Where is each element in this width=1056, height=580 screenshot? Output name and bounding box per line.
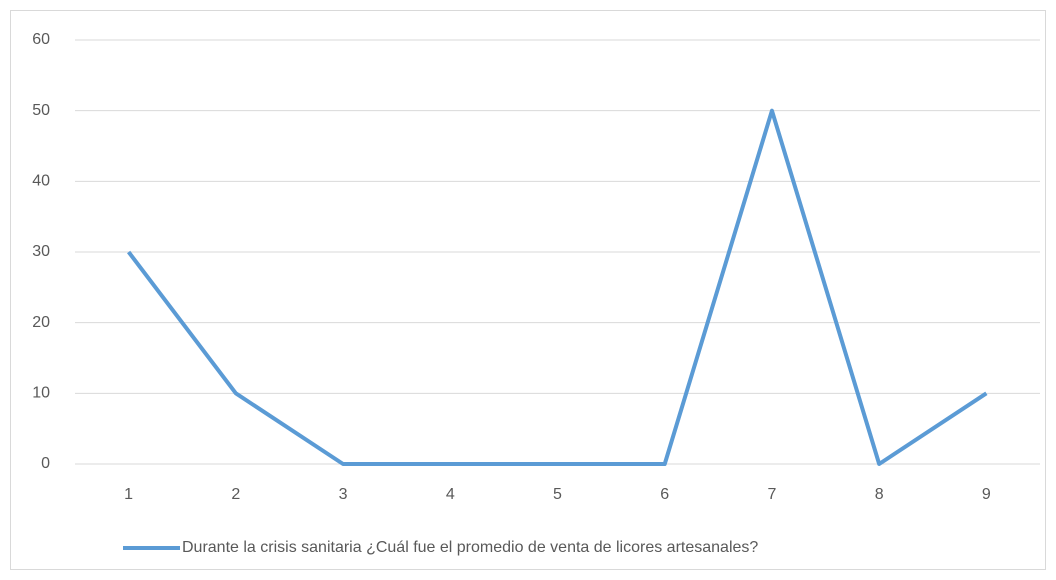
x-tick-label: 3 [339,486,348,503]
y-tick-label: 20 [32,314,50,331]
legend-label: Durante la crisis sanitaria ¿Cuál fue el… [182,539,758,556]
x-tick-label: 9 [982,486,991,503]
y-tick-label: 30 [32,243,50,260]
x-tick-label: 6 [660,486,669,503]
x-tick-label: 4 [446,486,455,503]
y-tick-label: 60 [32,31,50,48]
chart-border [10,10,1046,570]
y-tick-label: 40 [32,173,50,190]
x-tick-label: 2 [231,486,240,503]
x-tick-label: 5 [553,486,562,503]
series-line [127,108,988,466]
y-tick-label: 50 [32,102,50,119]
y-tick-label: 0 [41,455,50,472]
x-tick-label: 8 [875,486,884,503]
x-tick-label: 7 [767,486,776,503]
x-tick-label: 1 [124,486,133,503]
y-tick-label: 10 [32,385,50,402]
